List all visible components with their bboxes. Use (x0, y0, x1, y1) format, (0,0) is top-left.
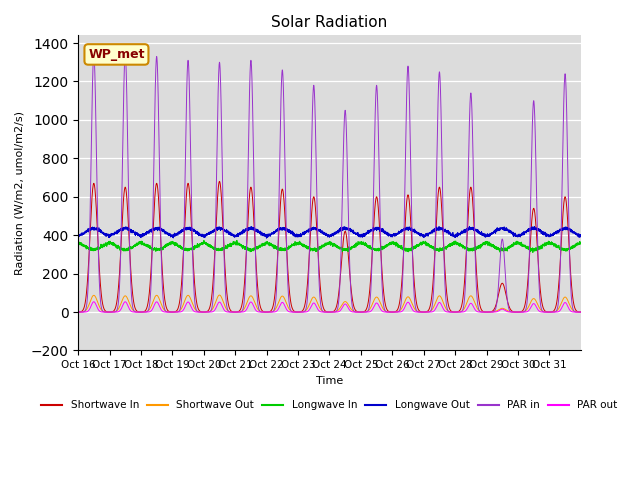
PAR out (348, 309, 356, 314)
Longwave In (577, 240, 584, 246)
Shortwave In (467, 184, 475, 190)
Shortwave Out (216, 292, 223, 298)
Shortwave Out (375, 297, 383, 302)
PAR in (483, 309, 490, 315)
Longwave Out (467, 226, 475, 232)
PAR out (492, 309, 500, 315)
PAR in (375, 144, 383, 150)
Shortwave Out (505, 308, 513, 314)
Shortwave Out (74, 309, 82, 315)
Longwave In (74, 240, 82, 245)
PAR out (179, 308, 186, 314)
Line: Longwave Out: Longwave Out (78, 227, 580, 238)
PAR out (90, 299, 97, 305)
PAR out (505, 309, 513, 315)
PAR out (375, 302, 383, 308)
PAR in (179, 282, 186, 288)
X-axis label: Time: Time (316, 376, 343, 386)
Shortwave In (483, 309, 490, 315)
Shortwave In (505, 303, 513, 309)
Shortwave Out (492, 308, 500, 314)
Y-axis label: Radiation (W/m2, umol/m2/s): Radiation (W/m2, umol/m2/s) (15, 111, 25, 275)
Legend: Shortwave In, Shortwave Out, Longwave In, Longwave Out, PAR in, PAR out: Shortwave In, Shortwave Out, Longwave In… (37, 396, 621, 415)
Longwave In (505, 244, 513, 250)
Longwave In (348, 244, 356, 250)
Shortwave In (577, 309, 584, 315)
Longwave Out (465, 224, 473, 229)
Longwave Out (375, 225, 383, 231)
Shortwave In (348, 292, 356, 298)
Line: PAR out: PAR out (78, 302, 580, 312)
Longwave Out (348, 228, 356, 233)
Longwave In (529, 250, 537, 255)
PAR out (483, 309, 490, 315)
PAR in (348, 300, 356, 306)
PAR in (74, 309, 82, 315)
Longwave Out (577, 232, 584, 238)
Shortwave In (179, 269, 186, 275)
PAR out (467, 300, 475, 306)
Line: Longwave In: Longwave In (78, 240, 580, 252)
Longwave Out (505, 229, 513, 235)
Longwave In (375, 248, 383, 254)
Shortwave In (492, 303, 500, 309)
Shortwave Out (348, 307, 356, 312)
PAR in (577, 309, 584, 315)
Shortwave Out (179, 304, 186, 310)
Shortwave In (74, 309, 82, 315)
Longwave In (233, 238, 241, 243)
Shortwave In (375, 211, 383, 216)
Longwave In (492, 245, 499, 251)
PAR out (74, 309, 82, 315)
Line: Shortwave In: Shortwave In (78, 181, 580, 312)
Longwave Out (262, 235, 270, 241)
Text: WP_met: WP_met (88, 48, 145, 61)
PAR in (492, 305, 500, 311)
Line: Shortwave Out: Shortwave Out (78, 295, 580, 312)
PAR in (467, 91, 475, 96)
Shortwave In (216, 179, 223, 184)
Longwave Out (179, 227, 186, 233)
Title: Solar Radiation: Solar Radiation (271, 15, 388, 30)
Longwave In (467, 247, 475, 252)
Shortwave Out (467, 293, 475, 299)
PAR out (577, 309, 584, 315)
Longwave Out (492, 227, 500, 232)
Shortwave Out (577, 309, 584, 315)
Longwave Out (74, 233, 82, 239)
PAR in (505, 305, 513, 311)
PAR in (90, 52, 97, 58)
Line: PAR in: PAR in (78, 55, 580, 312)
Longwave In (179, 246, 186, 252)
Shortwave Out (483, 309, 490, 315)
